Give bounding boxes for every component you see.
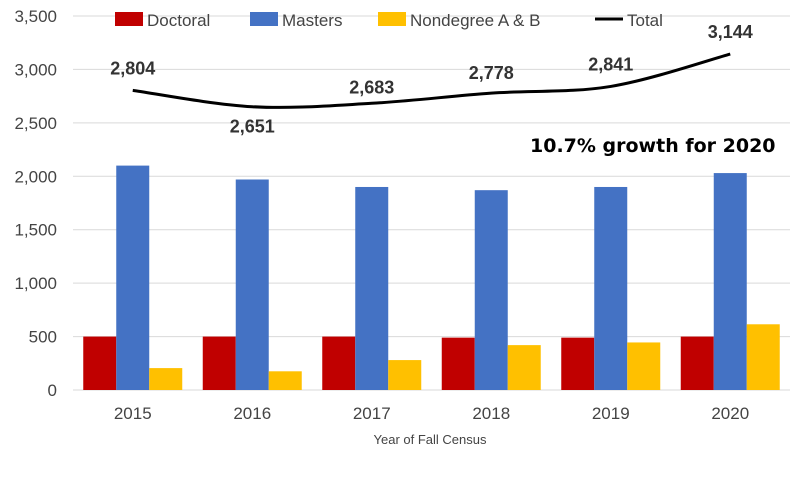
x-tick-label: 2018 bbox=[472, 404, 510, 423]
total-data-label: 3,144 bbox=[708, 22, 753, 42]
total-series-line bbox=[132, 52, 731, 109]
bar-doctoral bbox=[680, 336, 714, 390]
bar-masters bbox=[116, 165, 150, 390]
bars bbox=[83, 165, 780, 390]
legend-label-doctoral: Doctoral bbox=[147, 11, 210, 30]
y-tick-label: 1,500 bbox=[14, 221, 57, 240]
bar-doctoral bbox=[202, 336, 236, 390]
y-tick-label: 500 bbox=[29, 328, 57, 347]
y-tick-label: 0 bbox=[48, 381, 57, 400]
x-axis-label: Year of Fall Census bbox=[374, 432, 487, 447]
bar-masters bbox=[235, 179, 269, 390]
bar-nondegree bbox=[627, 342, 661, 390]
bar-nondegree bbox=[149, 368, 183, 390]
bar-doctoral bbox=[561, 337, 595, 390]
legend-swatch-doctoral bbox=[115, 12, 143, 26]
legend-swatch-nondegree bbox=[378, 12, 406, 26]
bar-masters bbox=[355, 186, 389, 390]
growth-annotation: 10.7% growth for 2020 bbox=[530, 135, 776, 157]
bar-nondegree bbox=[746, 324, 780, 390]
bar-doctoral bbox=[83, 336, 117, 390]
y-tick-label: 1,000 bbox=[14, 274, 57, 293]
total-data-label: 2,683 bbox=[349, 77, 394, 97]
y-tick-label: 3,500 bbox=[14, 7, 57, 26]
legend: Doctoral Masters Nondegree A & B Total bbox=[115, 11, 663, 30]
y-tick-label: 2,000 bbox=[14, 167, 57, 186]
bar-doctoral bbox=[322, 336, 356, 390]
bar-nondegree bbox=[507, 345, 541, 390]
legend-label-masters: Masters bbox=[282, 11, 342, 30]
total-data-labels: 2,804 2,651 2,683 2,778 2,841 3,144 bbox=[110, 22, 753, 137]
bar-doctoral bbox=[441, 337, 475, 390]
bar-nondegree bbox=[388, 360, 422, 390]
bar-masters bbox=[594, 186, 628, 390]
total-data-label: 2,841 bbox=[588, 54, 633, 74]
x-axis-ticks: 2015 2016 2017 2018 2019 2020 bbox=[114, 404, 749, 423]
x-tick-label: 2015 bbox=[114, 404, 152, 423]
gridlines bbox=[73, 15, 790, 391]
x-tick-label: 2016 bbox=[233, 404, 271, 423]
legend-label-total: Total bbox=[627, 11, 663, 30]
legend-label-nondegree: Nondegree A & B bbox=[410, 11, 540, 30]
y-axis-ticks: 0 500 1,000 1,500 2,000 2,500 3,000 3,500 bbox=[14, 7, 57, 400]
legend-swatch-masters bbox=[250, 12, 278, 26]
bar-masters bbox=[474, 190, 508, 390]
x-tick-label: 2020 bbox=[711, 404, 749, 423]
x-tick-label: 2019 bbox=[592, 404, 630, 423]
total-data-label: 2,778 bbox=[469, 63, 514, 83]
y-tick-label: 2,500 bbox=[14, 114, 57, 133]
bar-masters bbox=[713, 173, 747, 390]
y-tick-label: 3,000 bbox=[14, 60, 57, 79]
total-data-label: 2,804 bbox=[110, 58, 155, 78]
bar-nondegree bbox=[268, 371, 302, 390]
total-data-label: 2,651 bbox=[230, 117, 275, 137]
x-tick-label: 2017 bbox=[353, 404, 391, 423]
